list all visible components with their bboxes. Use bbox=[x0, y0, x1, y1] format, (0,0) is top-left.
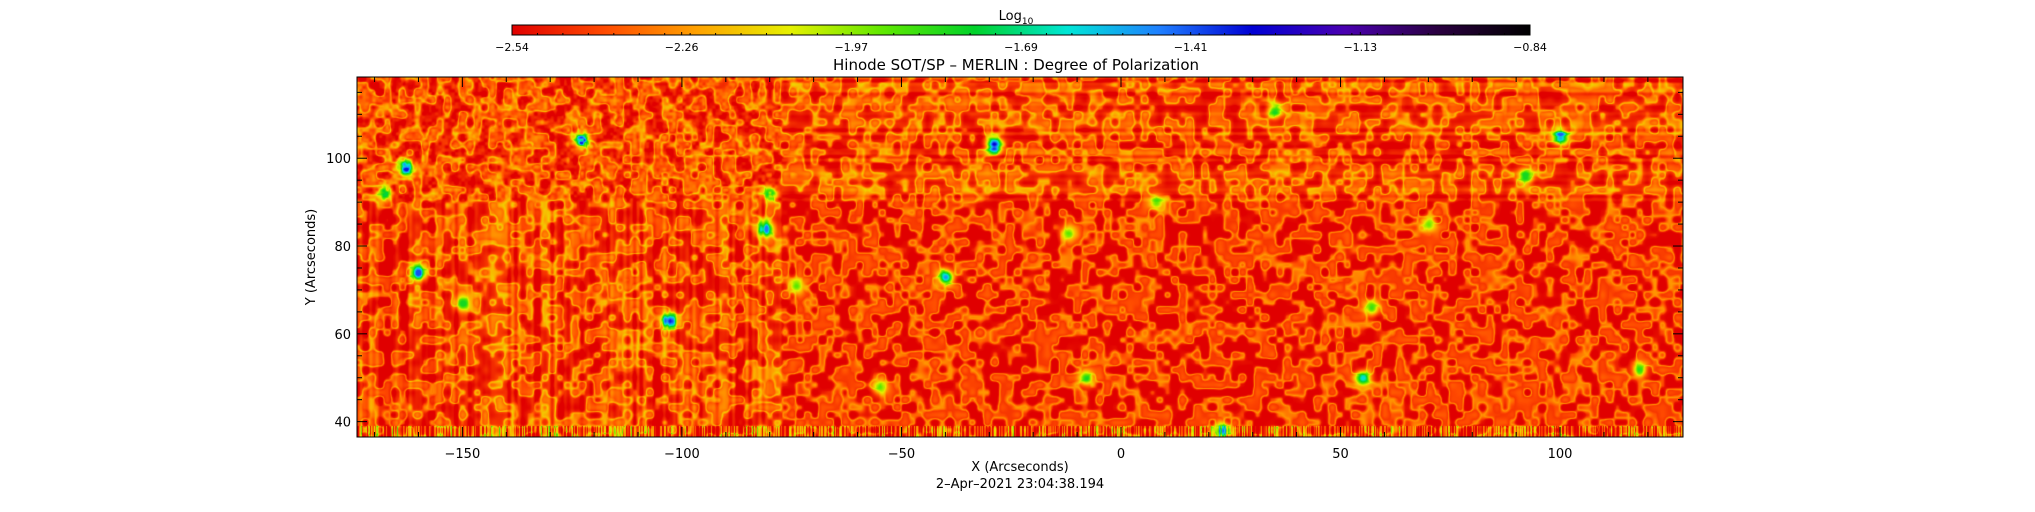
colorbar-tick-label: −1.13 bbox=[1343, 41, 1377, 54]
colorbar-tick-label: −2.54 bbox=[495, 41, 529, 54]
heatmap bbox=[356, 76, 1684, 438]
x-tick-label: −100 bbox=[664, 447, 700, 462]
colorbar-tick-label: −0.84 bbox=[1513, 41, 1547, 54]
y-axis-label: Y (Arcseconds) bbox=[304, 209, 319, 306]
x-tick-label: −150 bbox=[445, 447, 481, 462]
x-axis-ticks: −150 −100 −50 0 50 100 bbox=[374, 77, 1649, 462]
colorbar-tick-label: −1.97 bbox=[834, 41, 868, 54]
y-axis-ticks: 40 60 80 100 bbox=[326, 91, 1683, 431]
y-tick-label: 80 bbox=[334, 240, 351, 255]
x-axis-label: X (Arcseconds) bbox=[971, 460, 1068, 475]
colorbar-tick-label: −1.69 bbox=[1004, 41, 1038, 54]
plot-frame bbox=[356, 76, 1684, 438]
y-tick-label: 100 bbox=[326, 152, 351, 167]
colorbar-label: Log10 bbox=[999, 9, 1034, 27]
x-tick-label: 50 bbox=[1332, 447, 1349, 462]
heatmap-canvas bbox=[357, 77, 1683, 437]
chart-title: Hinode SOT/SP – MERLIN : Degree of Polar… bbox=[833, 56, 1199, 74]
colorbar: Log10 −2.54 −2.26 −1.97 −1.69 −1.41 −1.13 −0.8… bbox=[495, 9, 1547, 54]
colorbar-tick-label: −1.41 bbox=[1174, 41, 1208, 54]
timestamp: 2–Apr–2021 23:04:38.194 bbox=[936, 477, 1104, 492]
colorbar-tick-label: −2.26 bbox=[665, 41, 699, 54]
x-tick-label: −50 bbox=[888, 447, 915, 462]
colorbar-ticks: −2.54 −2.26 −1.97 −1.69 −1.41 −1.13 −0.84 bbox=[495, 32, 1547, 54]
y-tick-label: 40 bbox=[334, 416, 351, 431]
x-tick-label: 100 bbox=[1548, 447, 1573, 462]
x-tick-label: 0 bbox=[1117, 447, 1125, 462]
y-tick-label: 60 bbox=[334, 328, 351, 343]
